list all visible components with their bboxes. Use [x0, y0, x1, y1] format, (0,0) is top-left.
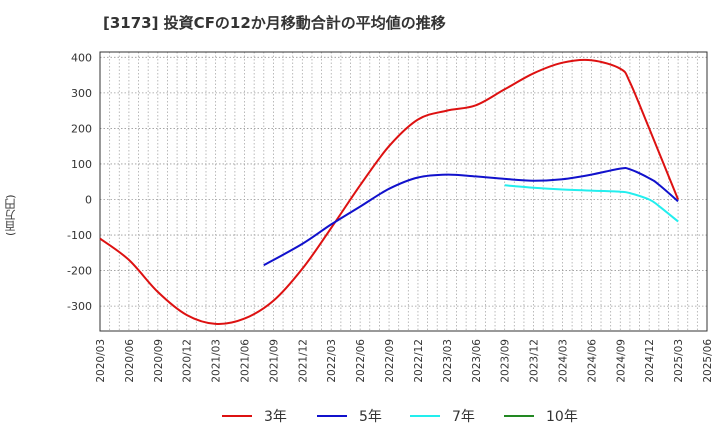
- plot-frame: [99, 51, 708, 332]
- x-tick-label: 2023/12: [529, 339, 541, 383]
- x-tick-label: 2022/03: [326, 339, 338, 383]
- x-tick-label: 2023/09: [500, 339, 512, 383]
- x-tick-label: 2025/03: [673, 339, 685, 383]
- x-tick-label: 2023/03: [442, 339, 454, 383]
- x-tick-label: 2020/09: [153, 339, 165, 383]
- x-tick-label: 2021/03: [211, 339, 223, 383]
- legend-swatch: [222, 415, 252, 417]
- series-line-2: [263, 167, 679, 267]
- legend-swatch: [410, 415, 440, 417]
- legend-item-4: 10年: [504, 404, 578, 428]
- y-tick-label: 100: [71, 158, 92, 171]
- legend-swatch: [317, 415, 347, 417]
- chart-title: [3173] 投資CFの12か月移動合計の平均値の推移: [103, 14, 446, 32]
- y-tick-label: -100: [67, 229, 92, 242]
- x-tick-label: 2021/06: [240, 339, 252, 383]
- x-tick-label: 2020/03: [95, 339, 107, 383]
- legend-item-3: 7年: [410, 404, 475, 428]
- x-tick-label: 2024/09: [615, 339, 627, 383]
- legend-item-1: 3年: [222, 404, 287, 428]
- y-tick-label: 0: [85, 193, 92, 206]
- legend-swatch: [504, 415, 534, 417]
- legend-label: 5年: [359, 409, 382, 425]
- legend-label: 10年: [546, 409, 578, 425]
- x-tick-label: 2024/03: [557, 339, 569, 383]
- x-tick-label: 2023/06: [471, 339, 483, 383]
- x-tick-label: 2025/06: [702, 339, 714, 383]
- x-tick-label: 2020/12: [182, 339, 194, 383]
- y-tick-label: 300: [71, 87, 92, 100]
- x-tick-label: 2022/12: [413, 339, 425, 383]
- legend-label: 7年: [452, 409, 475, 425]
- x-tick-label: 2021/09: [268, 339, 280, 383]
- y-tick-label: 400: [71, 51, 92, 64]
- legend-item-2: 5年: [317, 404, 382, 428]
- x-tick-label: 2022/09: [384, 339, 396, 383]
- x-tick-label: 2022/06: [355, 339, 367, 383]
- y-tick-label: 200: [71, 122, 92, 135]
- series-line-3: [504, 184, 679, 223]
- y-tick-label: -300: [67, 300, 92, 313]
- y-tick-label: -200: [67, 265, 92, 278]
- x-tick-label: 2021/12: [297, 339, 309, 383]
- x-tick-label: 2024/06: [586, 339, 598, 383]
- chart-legend: 3年 5年 7年 10年: [0, 404, 720, 428]
- series-line-1: [99, 58, 680, 326]
- legend-label: 3年: [264, 409, 287, 425]
- x-tick-label: 2020/06: [124, 339, 136, 383]
- x-tick-label: 2024/12: [644, 339, 656, 383]
